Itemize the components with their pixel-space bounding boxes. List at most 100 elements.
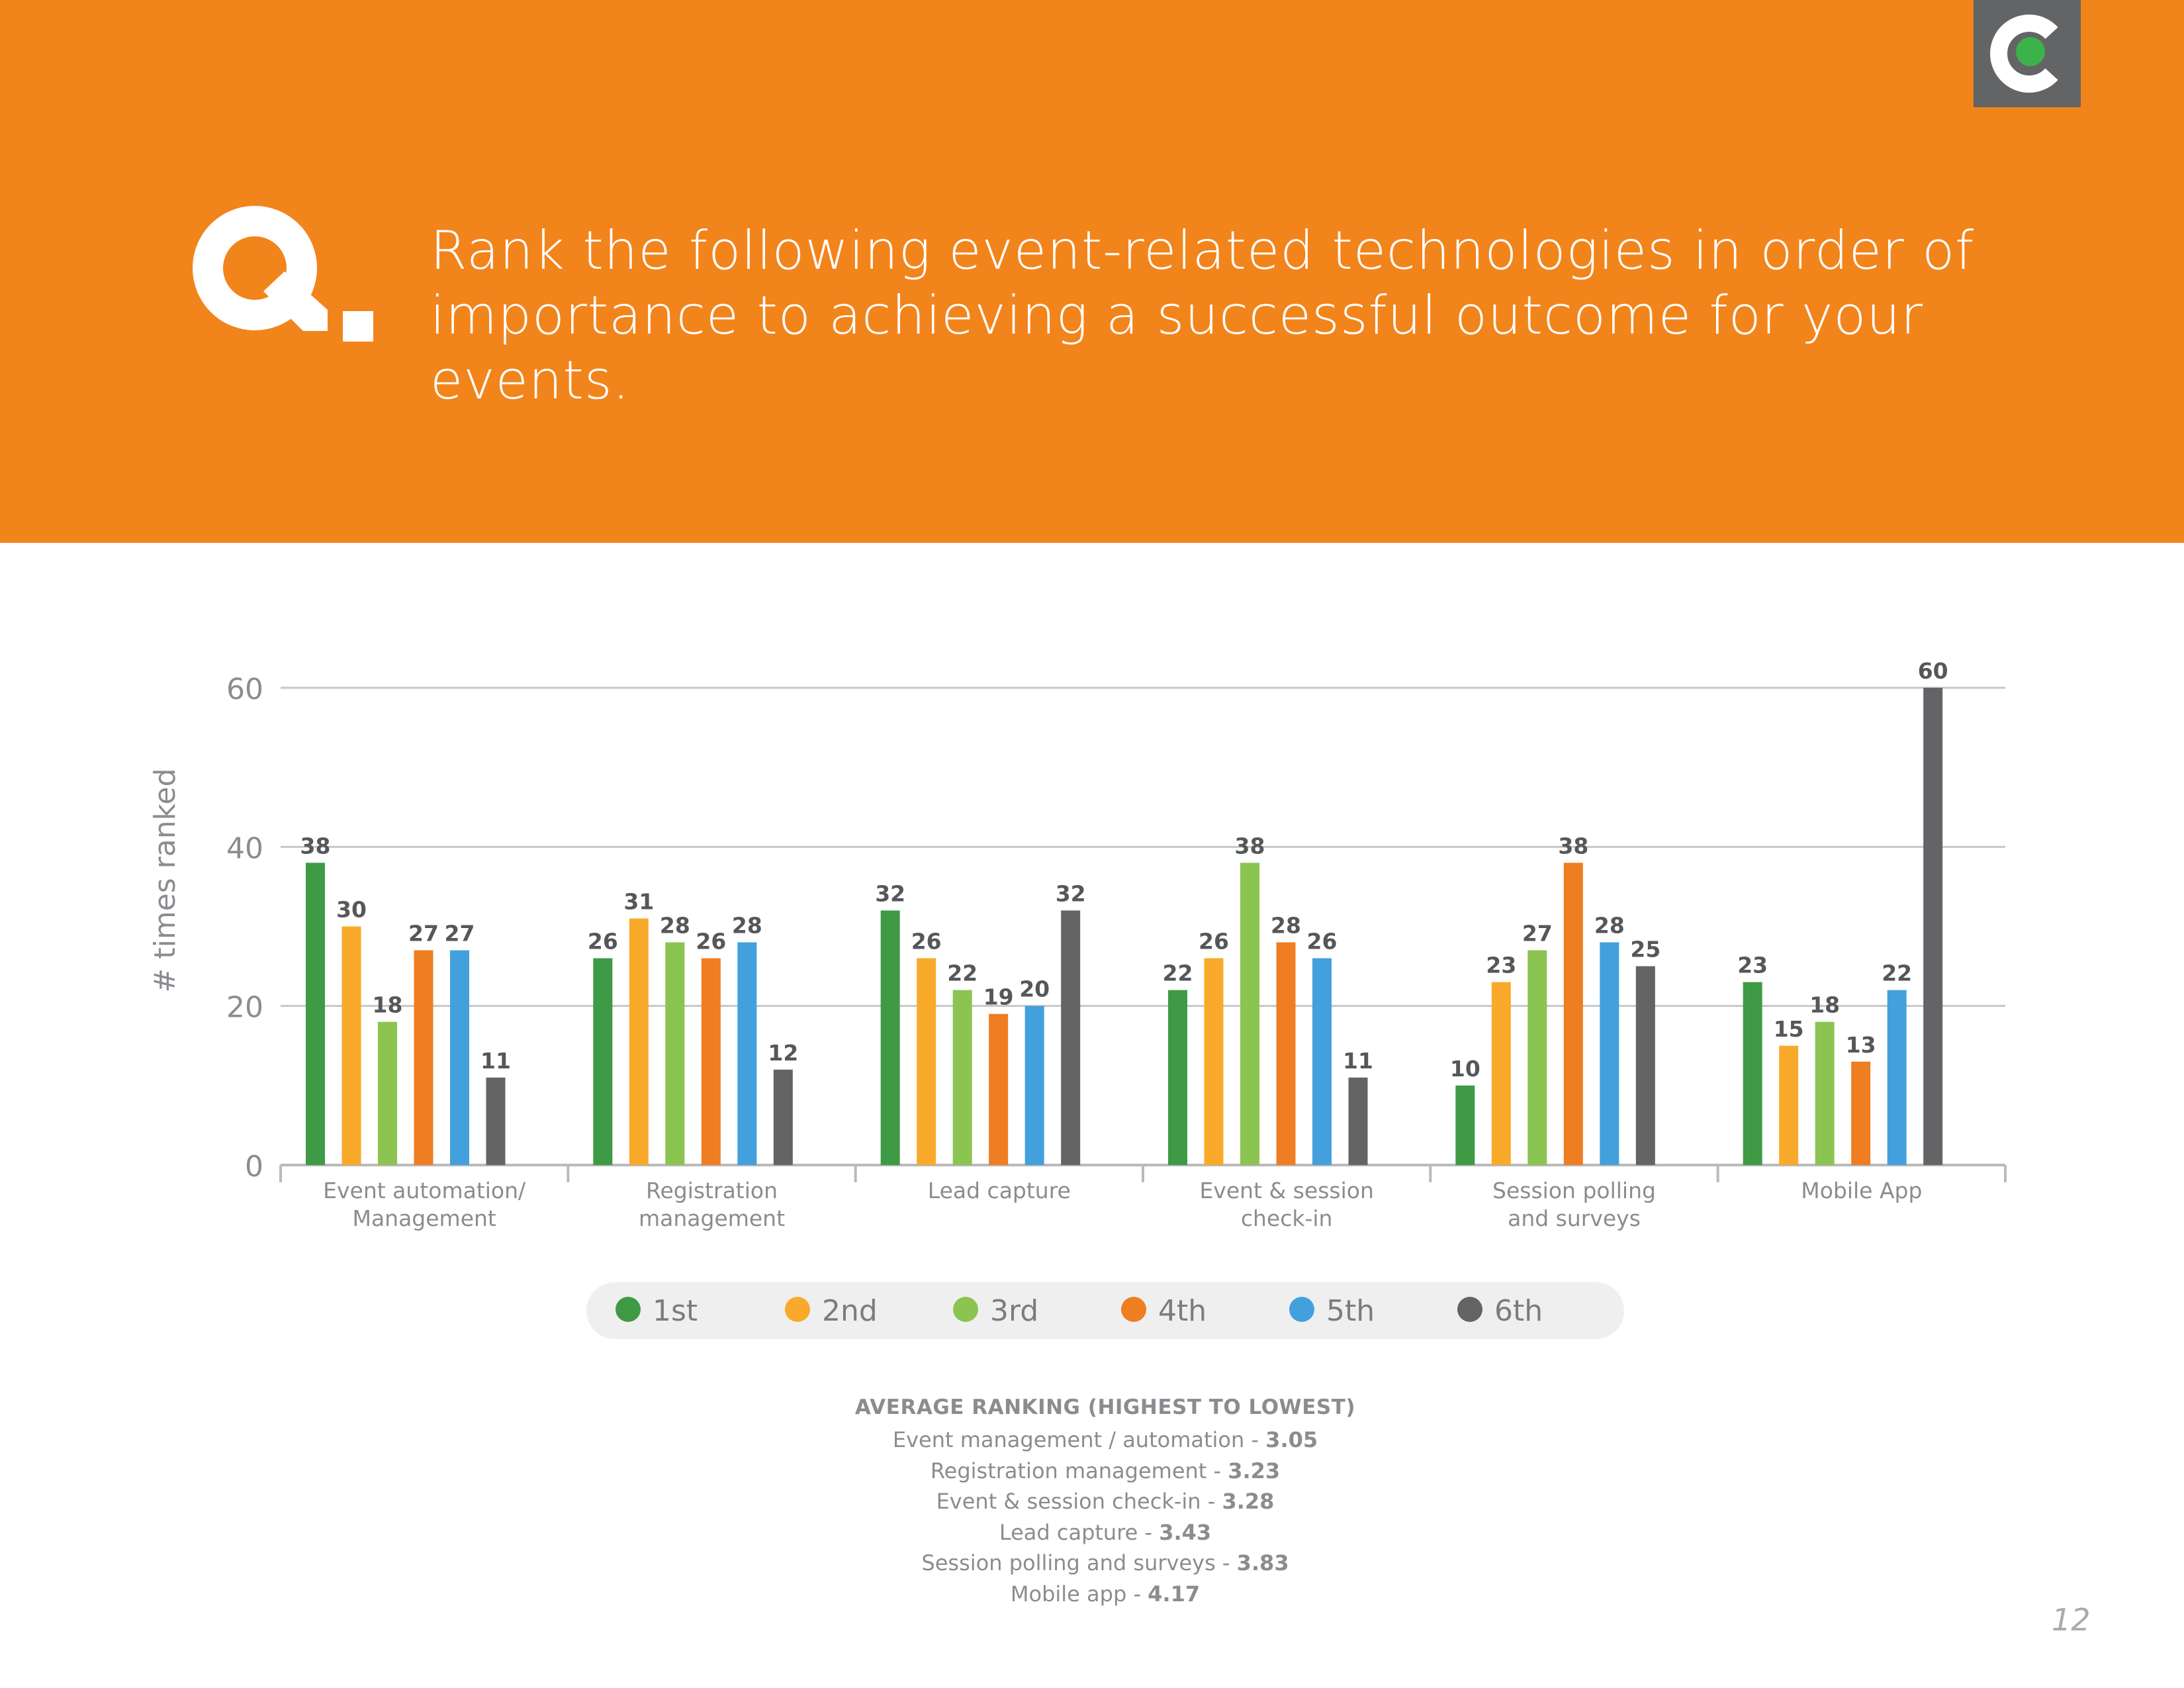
bar-3rd [665,942,685,1165]
page-number: 12 [2052,1602,2091,1638]
legend-label: 4th [1158,1294,1207,1328]
average-label: Registration management - [930,1458,1228,1483]
bar-4th [414,950,433,1165]
data-label: 27 [445,921,475,947]
data-label: 60 [1918,658,1948,684]
x-category-label: check-in [1241,1205,1333,1231]
x-category-label: Lead capture [928,1178,1071,1203]
bar-1st [1743,982,1762,1165]
x-category-label: Event & session [1199,1178,1373,1203]
data-label: 25 [1630,937,1661,962]
header-banner: Q. Rank the following event-related tech… [0,0,2184,543]
data-label: 38 [300,833,331,859]
data-label: 22 [1882,961,1912,986]
bar-1st [593,958,613,1165]
bar-5th [1887,990,1907,1165]
bar-3rd [378,1021,397,1165]
data-label: 23 [1486,953,1516,978]
average-ranking-item: Session polling and surveys - 3.83 [695,1548,1516,1579]
data-label: 26 [1307,929,1338,955]
legend-label: 2nd [822,1294,878,1328]
data-label: 11 [1343,1048,1373,1074]
data-label: 26 [588,929,618,955]
bar-5th [1600,942,1619,1165]
bar-3rd [1527,950,1547,1165]
data-label: 13 [1846,1032,1876,1058]
bar-6th [1635,966,1655,1165]
data-label: 11 [480,1048,511,1074]
average-label: Session polling and surveys - [921,1550,1237,1575]
average-value: 3.43 [1159,1519,1212,1545]
legend-label: 1st [653,1294,698,1328]
bar-2nd [1204,958,1224,1165]
legend-dot-icon [1289,1297,1314,1322]
bar-1st [1455,1085,1475,1165]
x-category-label: Mobile App [1801,1178,1922,1203]
average-ranking-title: AVERAGE RANKING (HIGHEST TO LOWEST) [854,1395,1356,1419]
data-label: 30 [336,897,367,923]
x-category-label: Registration [646,1178,778,1203]
data-label: 32 [875,880,905,906]
data-label: 10 [1450,1056,1480,1082]
data-label: 26 [1199,929,1229,955]
data-label: 26 [696,929,726,955]
average-label: Event & session check-in - [936,1489,1222,1514]
bar-4th [1851,1061,1871,1165]
y-axis-label: # times ranked [148,768,182,992]
average-label: Lead capture - [999,1519,1160,1545]
data-label: 15 [1774,1016,1804,1042]
data-label: 27 [1522,921,1553,947]
bar-6th [1923,688,1943,1165]
data-label: 28 [1271,913,1301,939]
question-text: Rank the following event-related technol… [430,220,1975,411]
q-letter-icon: Q. [193,206,373,342]
data-label: 20 [1019,976,1050,1002]
bar-1st [1168,990,1187,1165]
bar-3rd [952,990,972,1165]
bar-1st [306,863,325,1165]
legend-dot-icon [1457,1297,1482,1322]
data-label: 12 [768,1040,798,1066]
data-label: 38 [1235,833,1265,859]
legend-label: 5th [1326,1294,1375,1328]
data-label: 28 [732,913,762,939]
data-label: 18 [1809,992,1840,1018]
data-label: 22 [947,961,978,986]
average-ranking-item: Event & session check-in - 3.28 [695,1486,1516,1517]
legend-dot-icon [953,1297,978,1322]
bar-4th [701,958,721,1165]
bar-2nd [1491,982,1511,1165]
bar-3rd [1815,1021,1835,1165]
cvent-c-logo-icon [1990,15,2058,93]
bar-2nd [629,918,649,1165]
average-label: Mobile app - [1010,1581,1148,1607]
average-ranking-item: Lead capture - 3.43 [695,1517,1516,1548]
data-label: 27 [408,921,439,947]
average-value: 4.17 [1148,1581,1201,1607]
bar-5th [1312,958,1332,1165]
average-ranking-item: Event management / automation - 3.05 [695,1425,1516,1456]
bar-1st [880,910,900,1165]
average-label: Event management / automation - [892,1427,1266,1452]
data-label: 23 [1737,953,1768,978]
average-ranking-item: Registration management - 3.23 [695,1456,1516,1487]
bar-2nd [917,958,936,1165]
bar-4th [1276,942,1296,1165]
x-category-label: management [639,1205,785,1231]
y-tick-label: 40 [226,831,263,865]
data-label: 28 [1594,913,1625,939]
bar-6th [1061,910,1081,1165]
bar-4th [1563,863,1583,1165]
average-ranking-list: AVERAGE RANKING (HIGHEST TO LOWEST) Even… [695,1390,1516,1609]
legend-label: 3rd [990,1294,1039,1328]
bar-3rd [1240,863,1259,1165]
chart-legend: 1st 2nd 3rd 4th 5th 6th [586,1282,1624,1339]
data-label: 22 [1163,961,1193,986]
bar-5th [1024,1006,1044,1165]
data-label: 18 [373,992,403,1018]
cvent-logo [1974,0,2081,107]
y-tick-label: 20 [226,991,263,1025]
bar-2nd [341,926,361,1165]
x-category-label: Session polling [1492,1178,1656,1203]
ranking-bar-chart: 0 20 40 60 # times ranked Event automation/Ma… [148,658,2007,1231]
